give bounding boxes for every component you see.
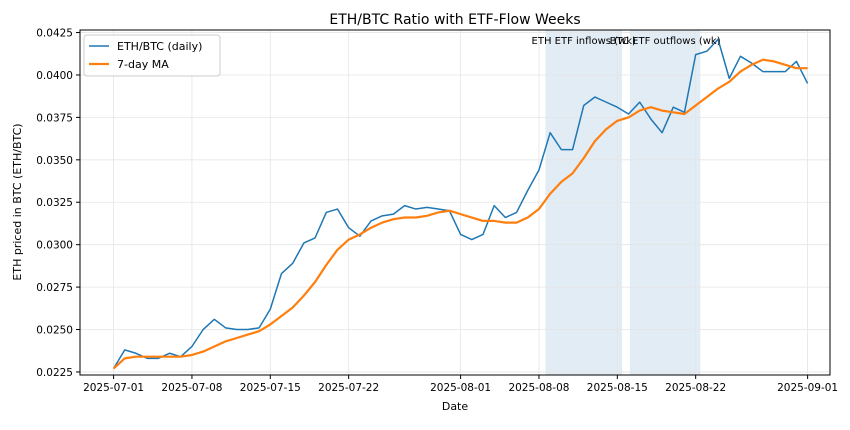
- legend: ETH/BTC (daily) 7-day MA: [84, 35, 220, 76]
- y-axis-label: ETH priced in BTC (ETH/BTC): [11, 123, 24, 280]
- y-tick-label: 0.0400: [36, 70, 73, 82]
- x-tick-label: 2025-07-22: [318, 382, 379, 394]
- x-tick-label: 2025-07-15: [240, 382, 301, 394]
- legend-label-daily: ETH/BTC (daily): [117, 40, 202, 53]
- x-tick-label: 2025-08-22: [665, 382, 726, 394]
- span-label: BTC ETF outflows (wk): [610, 36, 721, 47]
- x-tick-label: 2025-08-08: [508, 382, 569, 394]
- x-tick-label: 2025-09-01: [777, 382, 838, 394]
- y-tick-label: 0.0375: [36, 112, 73, 124]
- y-tick-label: 0.0225: [36, 367, 73, 379]
- y-tick-label: 0.0425: [36, 28, 73, 40]
- x-tick-label: 2025-07-08: [161, 382, 222, 394]
- y-tick-label: 0.0250: [36, 325, 73, 337]
- y-tick-label: 0.0350: [36, 155, 73, 167]
- y-tick-label: 0.0325: [36, 197, 73, 209]
- x-tick-label: 2025-07-01: [83, 382, 144, 394]
- x-axis-label: Date: [442, 400, 469, 413]
- y-tick-label: 0.0300: [36, 240, 73, 252]
- x-tick-label: 2025-08-01: [430, 382, 491, 394]
- legend-label-ma: 7-day MA: [117, 58, 169, 71]
- x-tick-label: 2025-08-15: [587, 382, 648, 394]
- y-tick-label: 0.0275: [36, 282, 73, 294]
- chart-title: ETH/BTC Ratio with ETF-Flow Weeks: [329, 12, 580, 28]
